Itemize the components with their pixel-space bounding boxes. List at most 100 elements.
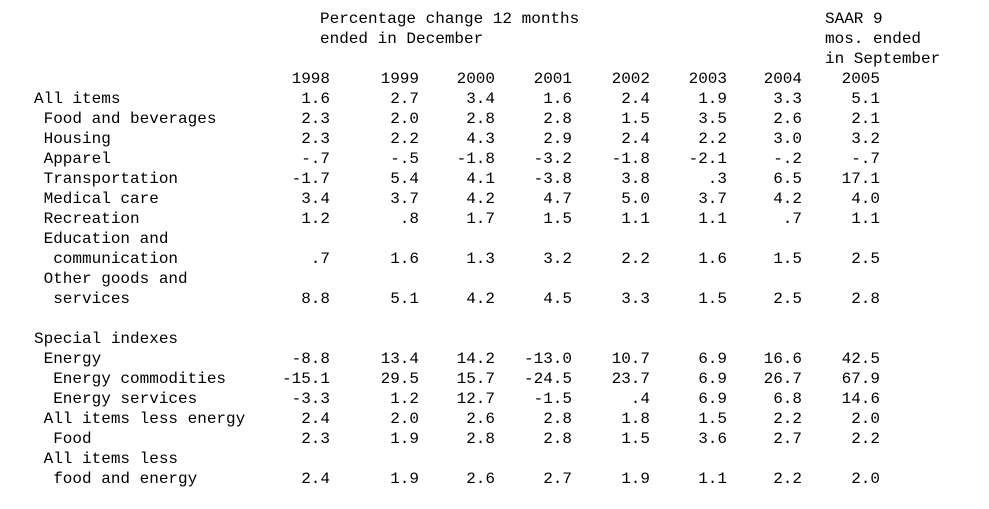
table-cell: 4.0 <box>851 190 880 208</box>
table-cell: 3.7 <box>698 190 727 208</box>
row-label: Housing <box>34 130 111 148</box>
table-cell: -15.1 <box>281 370 330 388</box>
table-cell: 2.0 <box>851 410 880 428</box>
row-label: communication <box>34 250 179 268</box>
row-label: Food and beverages <box>34 110 217 128</box>
year-header: 1998 <box>291 70 330 88</box>
table-cell: 3.4 <box>301 190 330 208</box>
table-cell: .3 <box>707 170 727 188</box>
table-cell: .7 <box>782 210 802 228</box>
table-cell: 2.8 <box>851 290 880 308</box>
table-cell: 3.5 <box>698 110 727 128</box>
table-cell: 2.2 <box>621 250 650 268</box>
row-label: Energy services <box>34 390 198 408</box>
table-cell: -.2 <box>773 150 802 168</box>
row-label: Energy <box>34 350 102 368</box>
table-cell: 2.3 <box>301 110 330 128</box>
table-cell: .8 <box>399 210 419 228</box>
table-cell: 2.2 <box>851 430 880 448</box>
table-cell: 1.7 <box>466 210 495 228</box>
table-cell: 5.4 <box>390 170 419 188</box>
table-cell: .7 <box>310 250 330 268</box>
group-header-line2: ended in December <box>320 30 484 48</box>
year-header: 2004 <box>763 70 802 88</box>
table-cell: 3.3 <box>773 90 802 108</box>
table-cell: -24.5 <box>523 370 572 388</box>
table-cell: 2.4 <box>301 410 330 428</box>
table-cell: 8.8 <box>301 290 330 308</box>
table-cell: 2.6 <box>466 410 495 428</box>
table-cell: 2.8 <box>466 430 495 448</box>
table-cell: 2.0 <box>390 110 419 128</box>
table-cell: 2.5 <box>773 290 802 308</box>
table-cell: 29.5 <box>380 370 419 388</box>
table-cell: 12.7 <box>456 390 495 408</box>
year-header: 2000 <box>456 70 495 88</box>
table-cell: 1.5 <box>773 250 802 268</box>
table-cell: 5.1 <box>390 290 419 308</box>
row-label: All items <box>34 90 121 108</box>
table-cell: 42.5 <box>841 350 880 368</box>
table-cell: 1.1 <box>698 210 727 228</box>
table-cell: -2.1 <box>688 150 727 168</box>
table-cell: 14.6 <box>841 390 880 408</box>
table-cell: 4.1 <box>466 170 495 188</box>
table-cell: 3.8 <box>621 170 650 188</box>
table-cell: 3.7 <box>390 190 419 208</box>
row-label: services <box>34 290 131 308</box>
table-cell: 6.8 <box>773 390 802 408</box>
table-cell: -.5 <box>390 150 419 168</box>
table-cell: 1.1 <box>851 210 880 228</box>
table-cell: 3.6 <box>698 430 727 448</box>
table-cell: 4.2 <box>773 190 802 208</box>
row-label: All items less energy <box>34 410 246 428</box>
table-cell: .4 <box>630 390 650 408</box>
table-cell: -3.2 <box>533 150 572 168</box>
table-cell: 1.1 <box>621 210 650 228</box>
table-cell: 23.7 <box>611 370 650 388</box>
table-cell: 3.3 <box>621 290 650 308</box>
table-cell: 6.9 <box>698 350 727 368</box>
row-label: Apparel <box>34 150 111 168</box>
table-cell: -.7 <box>851 150 880 168</box>
table-cell: 2.7 <box>390 90 419 108</box>
table-cell: 4.3 <box>466 130 495 148</box>
table-cell: 2.7 <box>543 470 572 488</box>
table-cell: 1.5 <box>698 410 727 428</box>
table-cell: 2.9 <box>543 130 572 148</box>
table-cell: 17.1 <box>841 170 880 188</box>
row-label: Medical care <box>34 190 159 208</box>
table-cell: 4.7 <box>543 190 572 208</box>
table-cell: 1.2 <box>301 210 330 228</box>
table-cell: 1.5 <box>543 210 572 228</box>
table-cell: 2.1 <box>851 110 880 128</box>
table-cell: 67.9 <box>841 370 880 388</box>
table-cell: 2.8 <box>466 110 495 128</box>
table-cell: 5.1 <box>851 90 880 108</box>
table-cell: -.7 <box>301 150 330 168</box>
table-cell: 1.9 <box>390 470 419 488</box>
table-cell: 1.5 <box>698 290 727 308</box>
table-cell: 4.5 <box>543 290 572 308</box>
table-cell: 1.6 <box>301 90 330 108</box>
table-cell: 3.2 <box>543 250 572 268</box>
table-cell: -1.7 <box>291 170 330 188</box>
year-header: 2001 <box>533 70 572 88</box>
row-label: food and energy <box>34 470 198 488</box>
table-cell: -1.8 <box>611 150 650 168</box>
year-header: 2003 <box>688 70 727 88</box>
table-cell: 13.4 <box>380 350 419 368</box>
table-cell: 1.5 <box>621 430 650 448</box>
table-cell: 2.2 <box>773 470 802 488</box>
table-cell: 4.2 <box>466 290 495 308</box>
table-cell: 6.9 <box>698 390 727 408</box>
table-cell: 1.3 <box>466 250 495 268</box>
table-cell: 14.2 <box>456 350 495 368</box>
table-cell: 6.9 <box>698 370 727 388</box>
table-cell: -3.8 <box>533 170 572 188</box>
table-cell: -3.3 <box>291 390 330 408</box>
table-cell: -1.8 <box>456 150 495 168</box>
table-cell: -1.5 <box>533 390 572 408</box>
group-header-line1: Percentage change 12 months <box>320 10 580 28</box>
row-label: Energy commodities <box>34 370 227 388</box>
